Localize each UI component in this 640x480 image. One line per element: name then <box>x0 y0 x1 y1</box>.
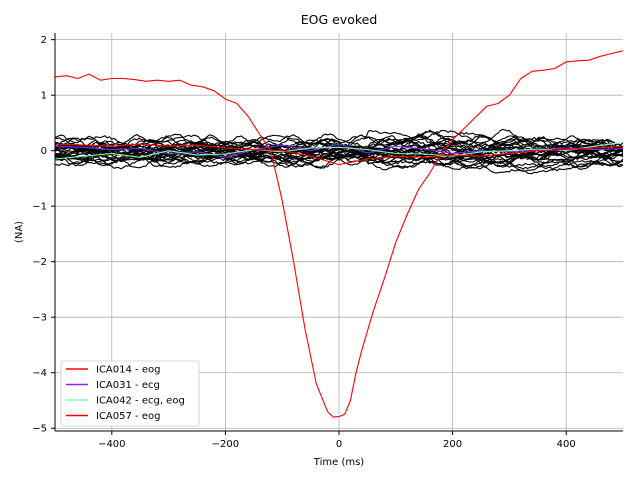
y-tick-label: 0 <box>41 146 47 157</box>
y-tick-label: −5 <box>32 424 47 435</box>
y-tick-label: 1 <box>41 91 47 102</box>
x-axis-label: Time (ms) <box>313 457 365 468</box>
legend-box <box>60 360 200 427</box>
x-tick-label: −400 <box>98 439 125 450</box>
legend-label-4: ICA057 - eog <box>96 411 160 422</box>
y-tick-labels: −5 −4 −3 −2 −1 0 1 2 <box>32 35 47 435</box>
x-tick-label: 200 <box>443 439 462 450</box>
legend-label-1: ICA014 - eog <box>96 365 160 376</box>
background-trace <box>55 149 623 170</box>
x-tick-labels: −400 −200 0 200 400 <box>98 439 576 450</box>
y-axis-label: (NA) <box>14 221 25 243</box>
x-tick-label: −200 <box>212 439 239 450</box>
y-tick-label: −4 <box>32 368 47 379</box>
background-trace <box>55 141 623 175</box>
series-lines <box>55 50 623 418</box>
legend-label-3: ICA042 - ecg, eog <box>96 396 185 407</box>
series-line-3 <box>55 141 623 160</box>
series-line-1 <box>55 50 623 418</box>
x-tick-label: 400 <box>557 439 576 450</box>
legend-label-2: ICA031 - ecg <box>96 380 160 391</box>
background-trace <box>55 150 623 170</box>
y-tick-label: 2 <box>41 35 47 46</box>
background-trace <box>55 133 623 154</box>
y-tick-label: −1 <box>32 202 47 213</box>
y-tick-label: −2 <box>32 257 47 268</box>
series-line-4 <box>55 143 623 166</box>
chart-title: EOG evoked <box>301 12 378 27</box>
x-tick-label: 0 <box>336 439 342 450</box>
legend: ICA014 - eog ICA031 - ecg ICA042 - ecg, eo… <box>60 360 200 427</box>
axes <box>51 33 623 435</box>
y-tick-label: −3 <box>32 313 47 324</box>
series-line-2 <box>55 143 623 158</box>
background-trace <box>55 135 623 160</box>
background-trace <box>55 145 623 158</box>
